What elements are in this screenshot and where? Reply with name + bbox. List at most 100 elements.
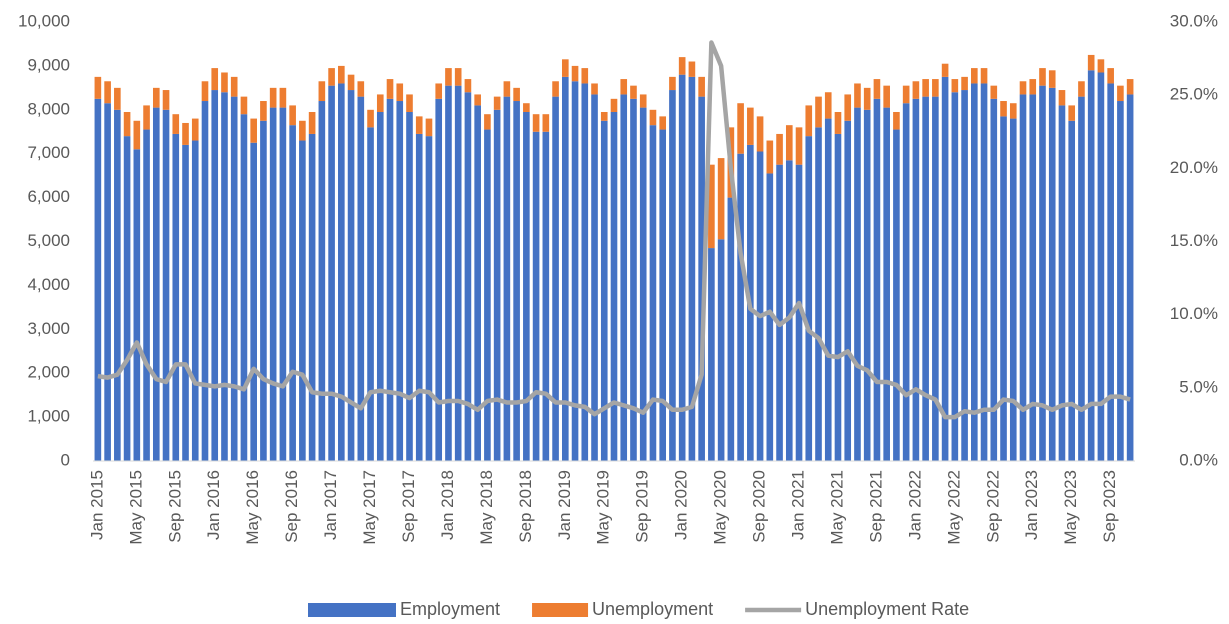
x-tick-label: Jan 2019 xyxy=(555,470,574,540)
bar xyxy=(221,92,228,462)
y-tick-label: 2,000 xyxy=(27,363,70,382)
bar xyxy=(152,107,160,461)
bar xyxy=(464,92,472,462)
bar xyxy=(941,76,949,461)
bar xyxy=(464,79,472,93)
bar xyxy=(747,107,754,145)
legend-label: Unemployment Rate xyxy=(805,599,969,619)
bar xyxy=(902,85,910,104)
bar xyxy=(279,107,287,461)
bar xyxy=(425,118,433,137)
bar xyxy=(406,111,413,462)
bar xyxy=(776,133,783,165)
bar xyxy=(347,90,355,462)
bar xyxy=(951,79,959,93)
y-tick-label: 5,000 xyxy=(27,231,70,250)
bar xyxy=(396,101,404,462)
bar xyxy=(639,94,647,108)
bar xyxy=(1107,83,1114,462)
bar xyxy=(756,116,764,152)
bar xyxy=(591,94,598,461)
y-tick-label: 4,000 xyxy=(27,275,70,294)
bar xyxy=(104,103,111,461)
bar xyxy=(649,125,657,461)
bar xyxy=(123,111,131,137)
bar xyxy=(844,94,852,121)
bar xyxy=(561,76,569,461)
bar xyxy=(873,98,881,461)
bar xyxy=(367,109,374,128)
bar xyxy=(941,63,949,77)
bar xyxy=(1019,81,1027,95)
bar xyxy=(338,65,345,84)
bar xyxy=(649,109,657,126)
bar xyxy=(279,87,287,108)
bar xyxy=(727,197,735,461)
y2-tick-label: 15.0% xyxy=(1170,231,1218,250)
y-tick-label: 6,000 xyxy=(27,187,70,206)
bar xyxy=(269,107,277,461)
bar xyxy=(785,160,793,461)
bar xyxy=(737,153,744,461)
bar xyxy=(532,131,540,461)
x-tick-label: Sep 2022 xyxy=(983,470,1002,543)
y-tick-label: 10,000 xyxy=(18,11,70,30)
bar xyxy=(1009,118,1017,461)
bar xyxy=(289,105,296,126)
y2-tick-label: 10.0% xyxy=(1170,304,1218,323)
x-tick-label: May 2020 xyxy=(711,470,730,545)
bar xyxy=(824,92,832,119)
bar xyxy=(445,85,452,461)
x-tick-label: Jan 2018 xyxy=(438,470,457,540)
bar xyxy=(1078,96,1085,461)
bar xyxy=(493,96,501,110)
bar xyxy=(191,140,199,461)
bar xyxy=(776,164,783,462)
bar xyxy=(201,81,209,102)
bar xyxy=(162,90,170,110)
bar xyxy=(425,136,433,461)
bar xyxy=(523,111,530,462)
bar xyxy=(376,111,384,462)
bar xyxy=(961,76,968,91)
bar xyxy=(1126,79,1134,95)
bar xyxy=(659,129,667,461)
bar xyxy=(386,79,394,99)
bar xyxy=(1087,70,1095,461)
bar xyxy=(513,87,520,102)
bar xyxy=(912,81,920,99)
bar xyxy=(581,83,589,462)
bar xyxy=(406,94,413,112)
bar xyxy=(883,107,890,461)
bar xyxy=(756,151,764,461)
bar xyxy=(805,105,813,137)
x-tick-label: Sep 2023 xyxy=(1100,470,1119,543)
x-tick-label: Sep 2017 xyxy=(399,470,418,543)
bar xyxy=(503,96,511,461)
x-tick-label: May 2017 xyxy=(360,470,379,545)
bar xyxy=(600,111,608,121)
bar xyxy=(610,98,618,112)
bar xyxy=(454,85,462,461)
x-tick-label: Jan 2016 xyxy=(204,470,223,540)
bar xyxy=(1000,101,1007,117)
bar xyxy=(620,79,628,95)
bar xyxy=(260,120,267,462)
bar xyxy=(143,105,150,130)
bar xyxy=(484,129,491,461)
bar xyxy=(318,101,326,462)
bar xyxy=(493,109,501,462)
bar xyxy=(396,83,404,102)
bar xyxy=(1087,54,1095,71)
bar xyxy=(1039,85,1046,461)
bar xyxy=(308,133,316,461)
bar xyxy=(201,101,209,462)
bar xyxy=(532,114,540,132)
bar xyxy=(678,74,686,462)
bar xyxy=(1000,116,1007,461)
bar xyxy=(1097,59,1105,73)
bar xyxy=(182,122,189,145)
bar xyxy=(932,79,939,97)
bar xyxy=(708,248,715,461)
